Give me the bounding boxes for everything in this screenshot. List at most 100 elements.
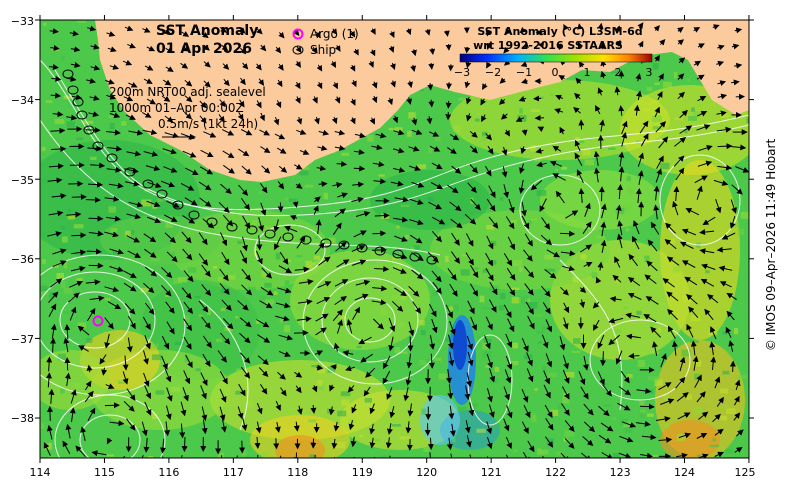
x-axis-labels: 114 115 116 117 118 119 120 121 122 123 … xyxy=(30,466,756,479)
sst-speckle xyxy=(57,353,66,361)
sst-speckle xyxy=(41,259,46,264)
current-arrow xyxy=(520,201,527,217)
current-arrow xyxy=(105,78,115,85)
current-arrow xyxy=(238,99,245,108)
current-arrow xyxy=(485,253,493,267)
current-arrow xyxy=(712,24,720,30)
current-arrow xyxy=(332,222,342,236)
current-arrow xyxy=(559,126,566,135)
current-arrow xyxy=(698,411,709,420)
current-arrow xyxy=(334,96,341,104)
current-arrow xyxy=(219,388,227,403)
current-arrow xyxy=(183,318,193,332)
current-arrow xyxy=(702,216,716,226)
current-arrow xyxy=(716,396,724,407)
sst-speckle xyxy=(709,444,719,448)
current-arrow xyxy=(50,278,63,288)
current-arrow xyxy=(523,404,531,419)
current-arrow xyxy=(355,211,371,217)
current-arrow xyxy=(107,46,117,53)
current-arrow xyxy=(316,165,327,172)
current-arrow xyxy=(143,233,157,243)
current-arrow xyxy=(46,405,53,421)
ship-position xyxy=(156,189,168,199)
current-arrow xyxy=(127,250,141,258)
sst-speckle xyxy=(296,306,301,313)
sst-speckle xyxy=(237,240,243,245)
current-arrow xyxy=(108,182,124,189)
sst-speckle xyxy=(550,409,559,416)
current-arrow xyxy=(201,419,208,435)
current-arrow xyxy=(486,436,493,450)
current-arrow xyxy=(654,54,660,62)
current-arrow xyxy=(332,82,338,90)
current-arrow xyxy=(466,372,473,388)
ship-legend-icon xyxy=(292,45,304,55)
current-arrow xyxy=(412,301,421,314)
current-arrow xyxy=(144,302,155,315)
sst-speckle xyxy=(650,454,660,458)
current-arrow xyxy=(673,155,685,167)
current-arrow xyxy=(677,412,691,420)
current-arrow xyxy=(411,181,425,188)
current-arrow xyxy=(371,95,378,104)
current-arrow xyxy=(393,252,408,260)
current-arrow xyxy=(335,241,347,252)
current-arrow xyxy=(445,304,453,319)
current-arrow xyxy=(537,126,545,133)
sst-speckle xyxy=(194,296,201,299)
sst-speckle xyxy=(112,249,117,256)
current-arrow xyxy=(312,96,318,104)
sst-speckle xyxy=(537,448,542,456)
sst-speckle xyxy=(90,156,97,160)
current-arrow xyxy=(650,221,660,235)
sst-speckle xyxy=(691,107,695,112)
current-arrow xyxy=(394,235,408,242)
sst-speckle xyxy=(528,220,532,225)
sst-speckle xyxy=(726,408,736,414)
current-arrow xyxy=(506,283,516,297)
current-arrow xyxy=(88,230,104,237)
sst-speckle xyxy=(105,409,115,416)
sst-speckle xyxy=(171,252,175,258)
current-vectors xyxy=(43,22,749,458)
current-arrow xyxy=(650,326,661,338)
sst-speckle xyxy=(310,262,317,266)
sst-speckle xyxy=(490,260,497,265)
current-arrow xyxy=(221,44,229,52)
sst-speckle xyxy=(651,99,660,104)
current-arrow xyxy=(618,452,632,458)
sst-speckle xyxy=(623,306,628,309)
sst-speckle xyxy=(725,448,733,454)
current-arrow xyxy=(67,292,80,303)
sst-speckle xyxy=(309,454,317,458)
sst-speckle xyxy=(584,437,590,440)
annotation-line3: 0.5m/s (1kt 24h) xyxy=(158,117,258,131)
current-arrow xyxy=(468,402,475,417)
current-arrow xyxy=(540,285,551,297)
current-arrow xyxy=(128,315,136,330)
current-arrow xyxy=(330,364,337,371)
current-arrow xyxy=(201,264,211,278)
sst-speckle xyxy=(151,413,157,420)
colorbar-title-line2: wrt 1992-2016 SSTAARS xyxy=(473,39,623,52)
current-arrow xyxy=(584,202,591,217)
current-arrow xyxy=(144,248,157,258)
current-arrow xyxy=(123,95,134,102)
current-arrow xyxy=(427,83,434,91)
sst-speckle xyxy=(720,415,727,421)
sst-speckle xyxy=(540,449,549,455)
current-arrow xyxy=(726,310,735,321)
current-arrow xyxy=(676,452,688,458)
current-arrow xyxy=(431,216,446,225)
current-arrow xyxy=(614,25,621,32)
current-arrow xyxy=(43,442,51,456)
current-arrow xyxy=(199,100,207,109)
current-arrow xyxy=(546,249,560,258)
sst-speckle xyxy=(533,314,543,317)
current-arrow xyxy=(405,371,412,386)
sst-speckle xyxy=(367,258,376,265)
current-arrow xyxy=(316,364,324,371)
current-arrow xyxy=(394,287,407,297)
current-arrow xyxy=(465,61,472,69)
